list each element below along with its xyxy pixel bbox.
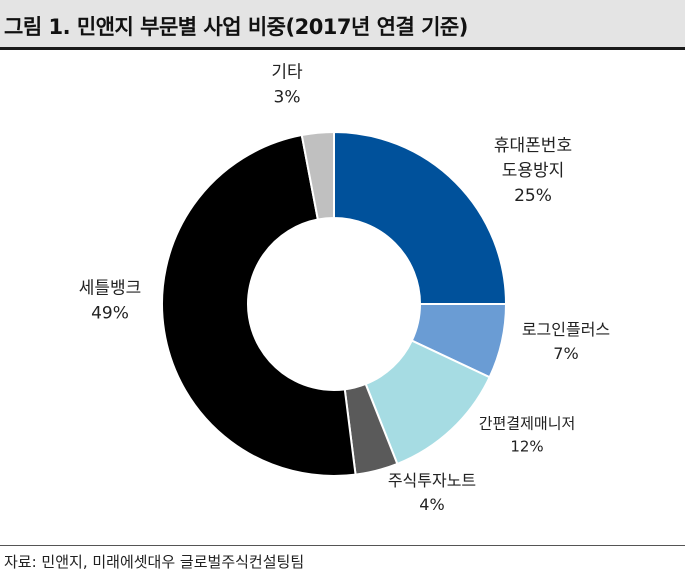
chart-title: 그림 1. 민앤지 부문별 사업 비중(2017년 연결 기준) xyxy=(4,15,468,39)
slice-value-label: 3% xyxy=(274,88,301,108)
slice-category-label: 세틀뱅크 xyxy=(79,279,142,299)
slice-category-label: 간편결제매니저 xyxy=(479,415,576,433)
slice-category-label: 휴대폰번호 xyxy=(494,136,572,156)
slice-value-label: 25% xyxy=(514,186,552,206)
slice-category-label: 로그인플러스 xyxy=(522,320,610,339)
donut-slice-1 xyxy=(333,130,508,305)
title-bar: 그림 1. 민앤지 부문별 사업 비중(2017년 연결 기준) xyxy=(0,0,685,50)
slice-label-4: 주식투자노트 4% xyxy=(388,471,476,514)
slice-label-3: 간편결제매니저 12% xyxy=(479,415,576,456)
slice-value-label: 12% xyxy=(510,438,543,456)
slice-value-label: 7% xyxy=(553,344,578,363)
donut-slice-6 xyxy=(300,130,335,221)
slice-label-6: 기타 3% xyxy=(271,63,303,108)
slice-category-label: 도용방지 xyxy=(502,161,565,181)
slice-value-label: 49% xyxy=(91,304,129,324)
donut-slice-5 xyxy=(161,133,357,477)
source-note: 자료: 민앤지, 미래에셋대우 글로벌주식컨설팅팀 xyxy=(4,553,305,571)
slice-label-5: 세틀뱅크 49% xyxy=(79,279,142,324)
slice-category-label: 주식투자노트 xyxy=(388,471,476,490)
slice-value-label: 4% xyxy=(419,495,444,514)
slice-category-label: 기타 xyxy=(271,63,303,83)
slice-label-2: 로그인플러스 7% xyxy=(522,320,610,363)
footer-divider xyxy=(0,545,685,546)
